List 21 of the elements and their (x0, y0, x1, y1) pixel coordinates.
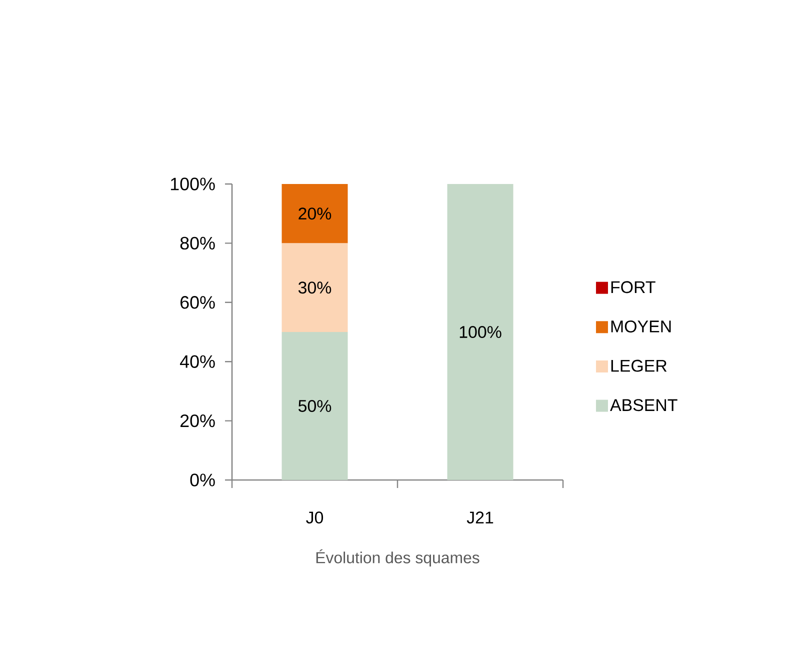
y-tick-label: 0% (190, 474, 215, 486)
y-tick-label: 40% (180, 355, 215, 368)
legend-label: FORT (611, 281, 656, 294)
legend-label: ABSENT (610, 399, 678, 412)
data-label: 100% (460, 326, 502, 338)
bar (447, 184, 514, 480)
bar (282, 184, 348, 244)
y-tick-label: 100% (170, 178, 215, 190)
data-label: 50% (298, 400, 332, 412)
x-tick-label: J0 (306, 512, 324, 524)
data-label: 30% (298, 282, 332, 294)
legend-label: LEGER (611, 360, 667, 372)
y-tick-label: 20% (180, 414, 215, 428)
data-label: 20% (298, 208, 332, 220)
y-tick-label: 80% (180, 236, 215, 250)
x-axis-title: Évolution des squames (316, 549, 480, 566)
x-tick-label: J21 (466, 512, 494, 524)
legend-label: MOYEN (611, 320, 671, 332)
bar (282, 332, 348, 480)
bar (282, 243, 348, 332)
y-tick-label: 60% (180, 296, 215, 309)
